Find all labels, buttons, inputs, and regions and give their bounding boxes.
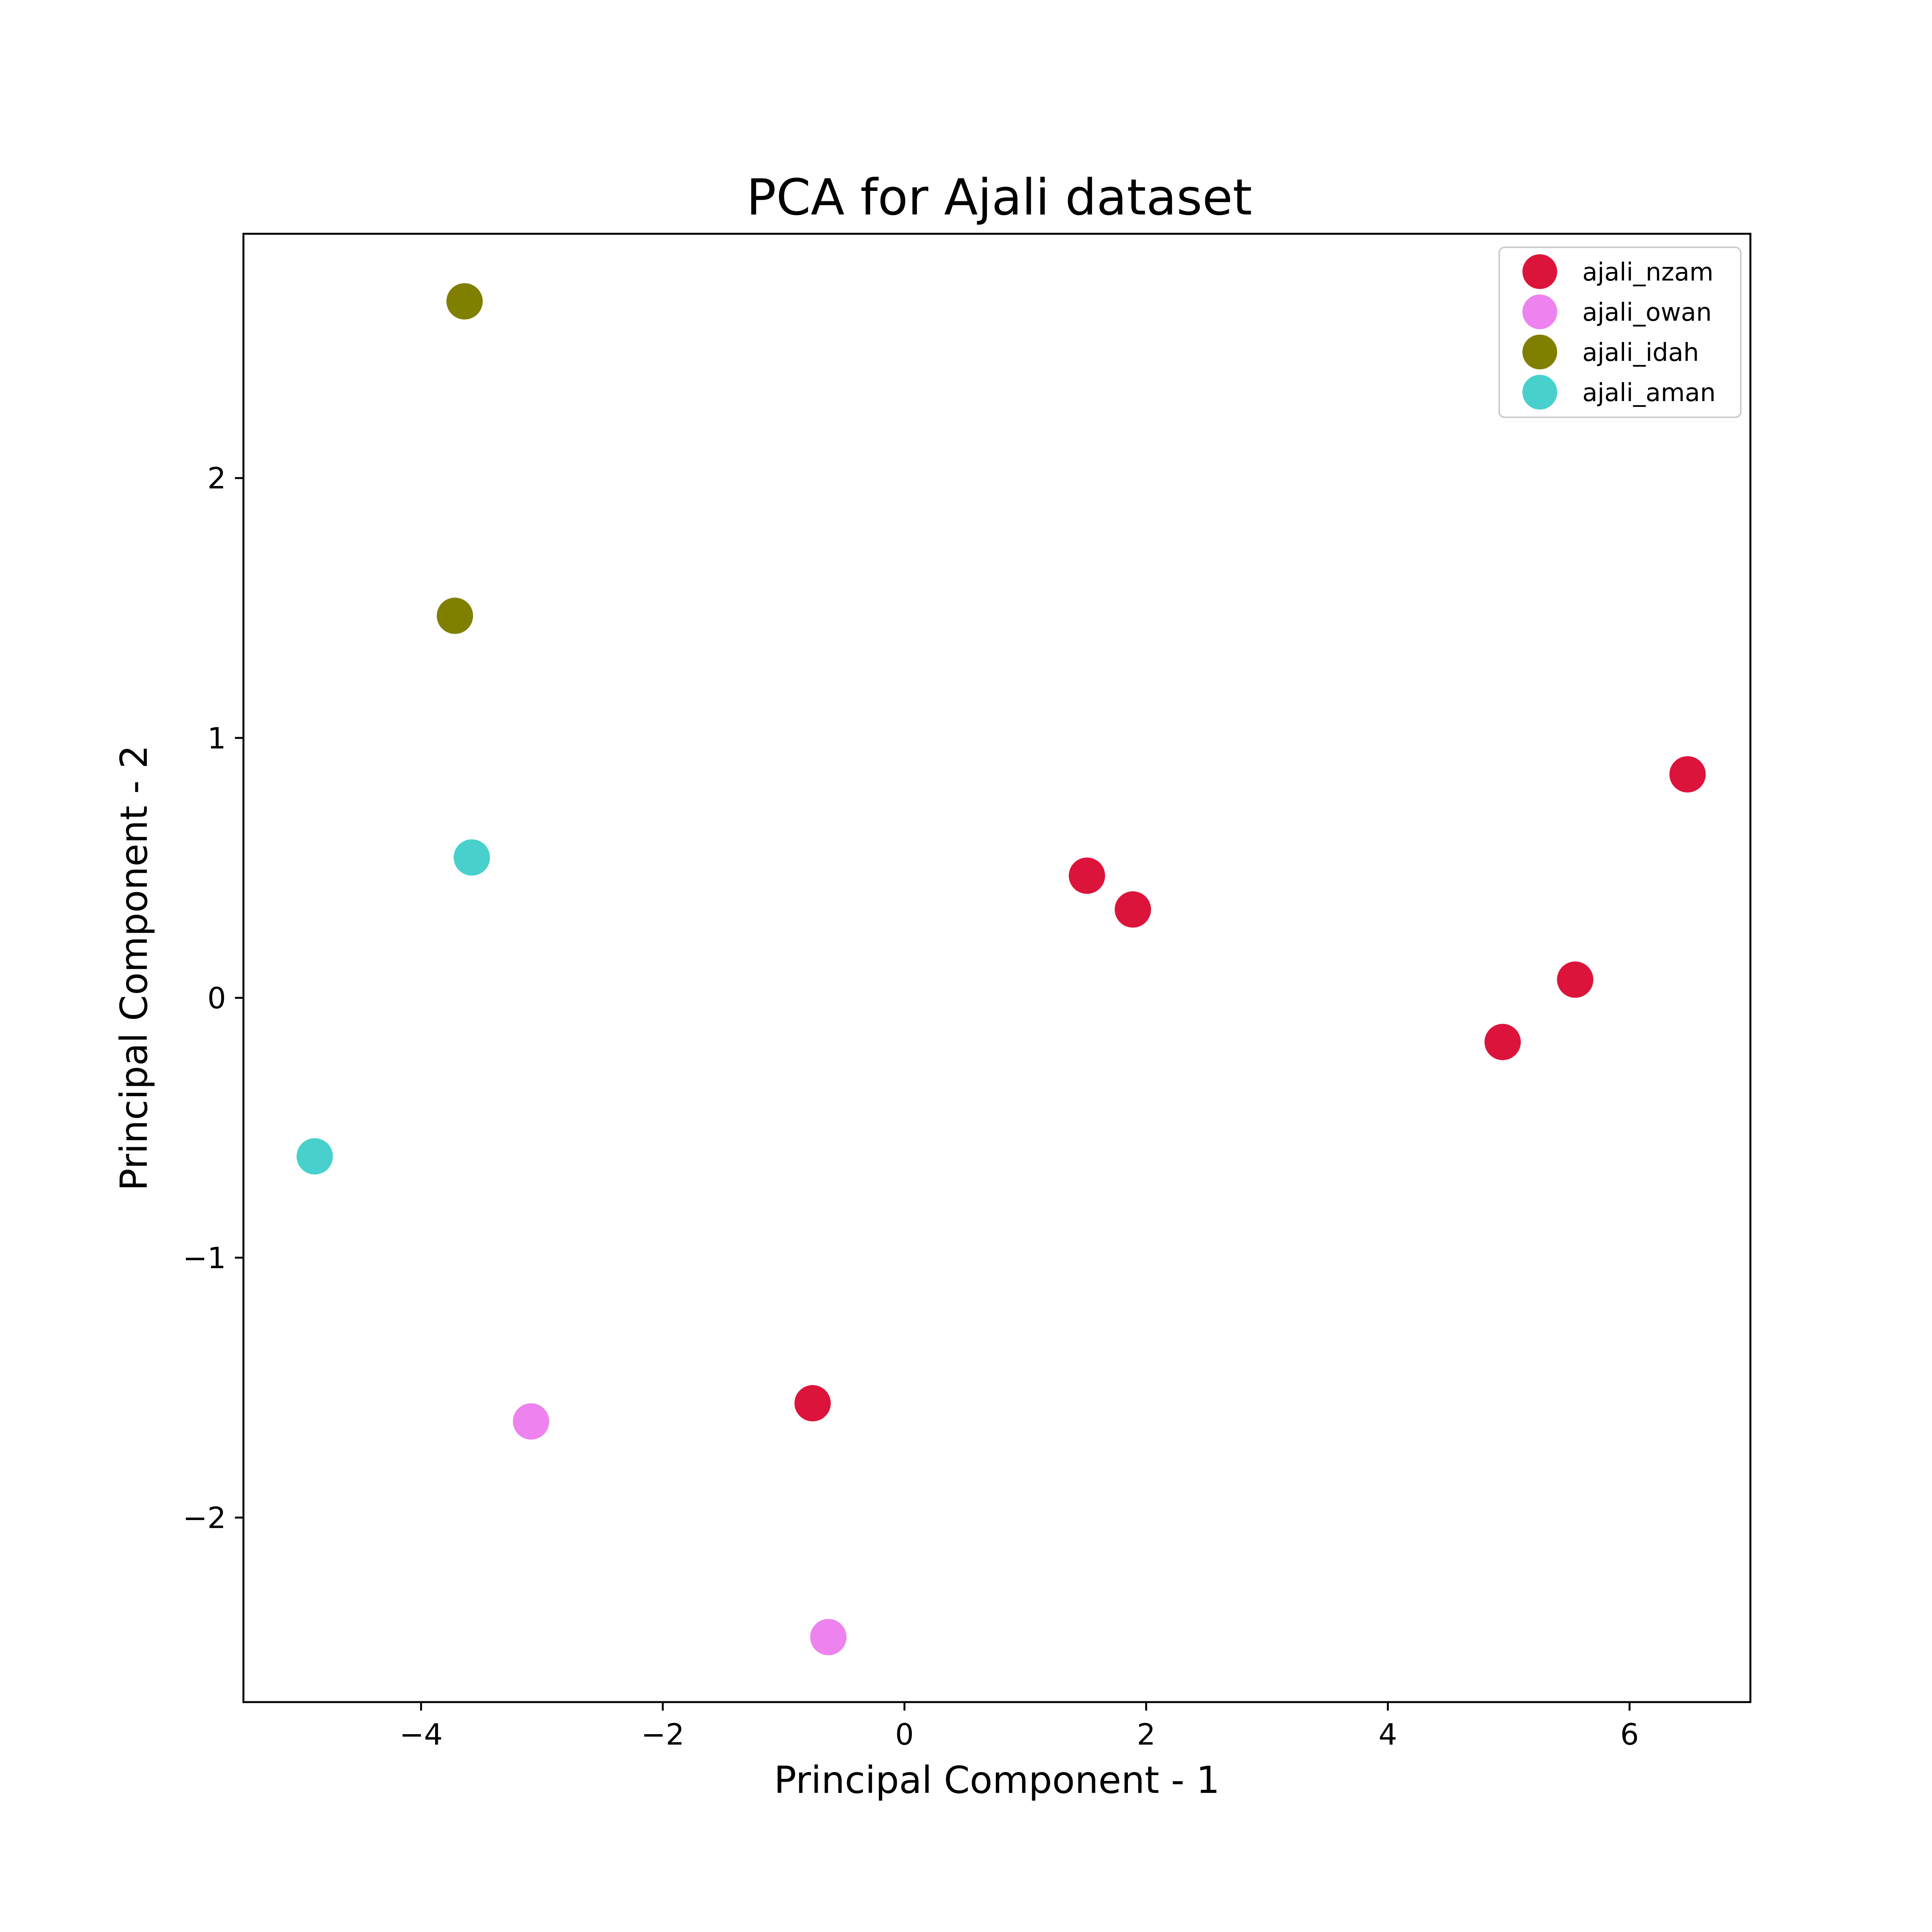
y-axis-ticks: −2 −1 0 1 2 [183, 461, 243, 1535]
point-ajali_nzam-4 [1114, 891, 1151, 928]
y-tick-label: 0 [207, 981, 226, 1015]
x-tick-label: −4 [400, 1717, 443, 1752]
point-ajali_nzam-1 [1557, 961, 1594, 998]
legend-label-ajali_aman: ajali_aman [1582, 379, 1716, 407]
x-tick-label: 0 [895, 1717, 914, 1752]
point-ajali_nzam-0 [1669, 756, 1706, 793]
legend-marker-ajali_aman [1522, 375, 1557, 410]
y-tick-label: 2 [207, 461, 226, 495]
chart-title: PCA for Ajali dataset [747, 169, 1252, 226]
point-ajali_aman-1 [296, 1138, 333, 1175]
legend-label-ajali_idah: ajali_idah [1582, 338, 1699, 367]
x-tick-label: 2 [1137, 1717, 1155, 1752]
point-ajali_nzam-5 [794, 1385, 831, 1422]
point-ajali_nzam-3 [1068, 857, 1105, 894]
point-ajali_owan-1 [810, 1619, 847, 1655]
y-tick-label: 1 [207, 721, 226, 755]
y-tick-label: −2 [183, 1500, 226, 1535]
point-ajali_owan-0 [513, 1403, 549, 1440]
legend-marker-ajali_owan [1522, 294, 1557, 329]
x-axis-label: Principal Component - 1 [774, 1759, 1220, 1802]
point-ajali_idah-0 [446, 283, 483, 320]
x-tick-label: 6 [1620, 1717, 1639, 1752]
y-tick-label: −1 [183, 1241, 226, 1275]
legend-label-ajali_owan: ajali_owan [1582, 298, 1712, 327]
plot-area-frame [242, 233, 1752, 1703]
x-tick-label: −2 [641, 1717, 684, 1752]
point-ajali_nzam-2 [1484, 1024, 1521, 1060]
point-ajali_aman-0 [454, 839, 490, 876]
legend: ajali_nzam ajali_owan ajali_idah ajali_aman [1498, 247, 1742, 418]
y-axis-label: Principal Component - 2 [112, 745, 156, 1191]
data-points [296, 283, 1706, 1655]
legend-label-ajali_nzam: ajali_nzam [1582, 258, 1714, 287]
x-axis-ticks: −4 −2 0 2 4 6 [400, 1702, 1639, 1752]
legend-marker-ajali_nzam [1522, 254, 1557, 289]
x-tick-label: 4 [1379, 1717, 1397, 1752]
legend-marker-ajali_idah [1522, 335, 1557, 369]
point-ajali_idah-1 [437, 597, 473, 634]
legend-frame [1498, 247, 1742, 418]
